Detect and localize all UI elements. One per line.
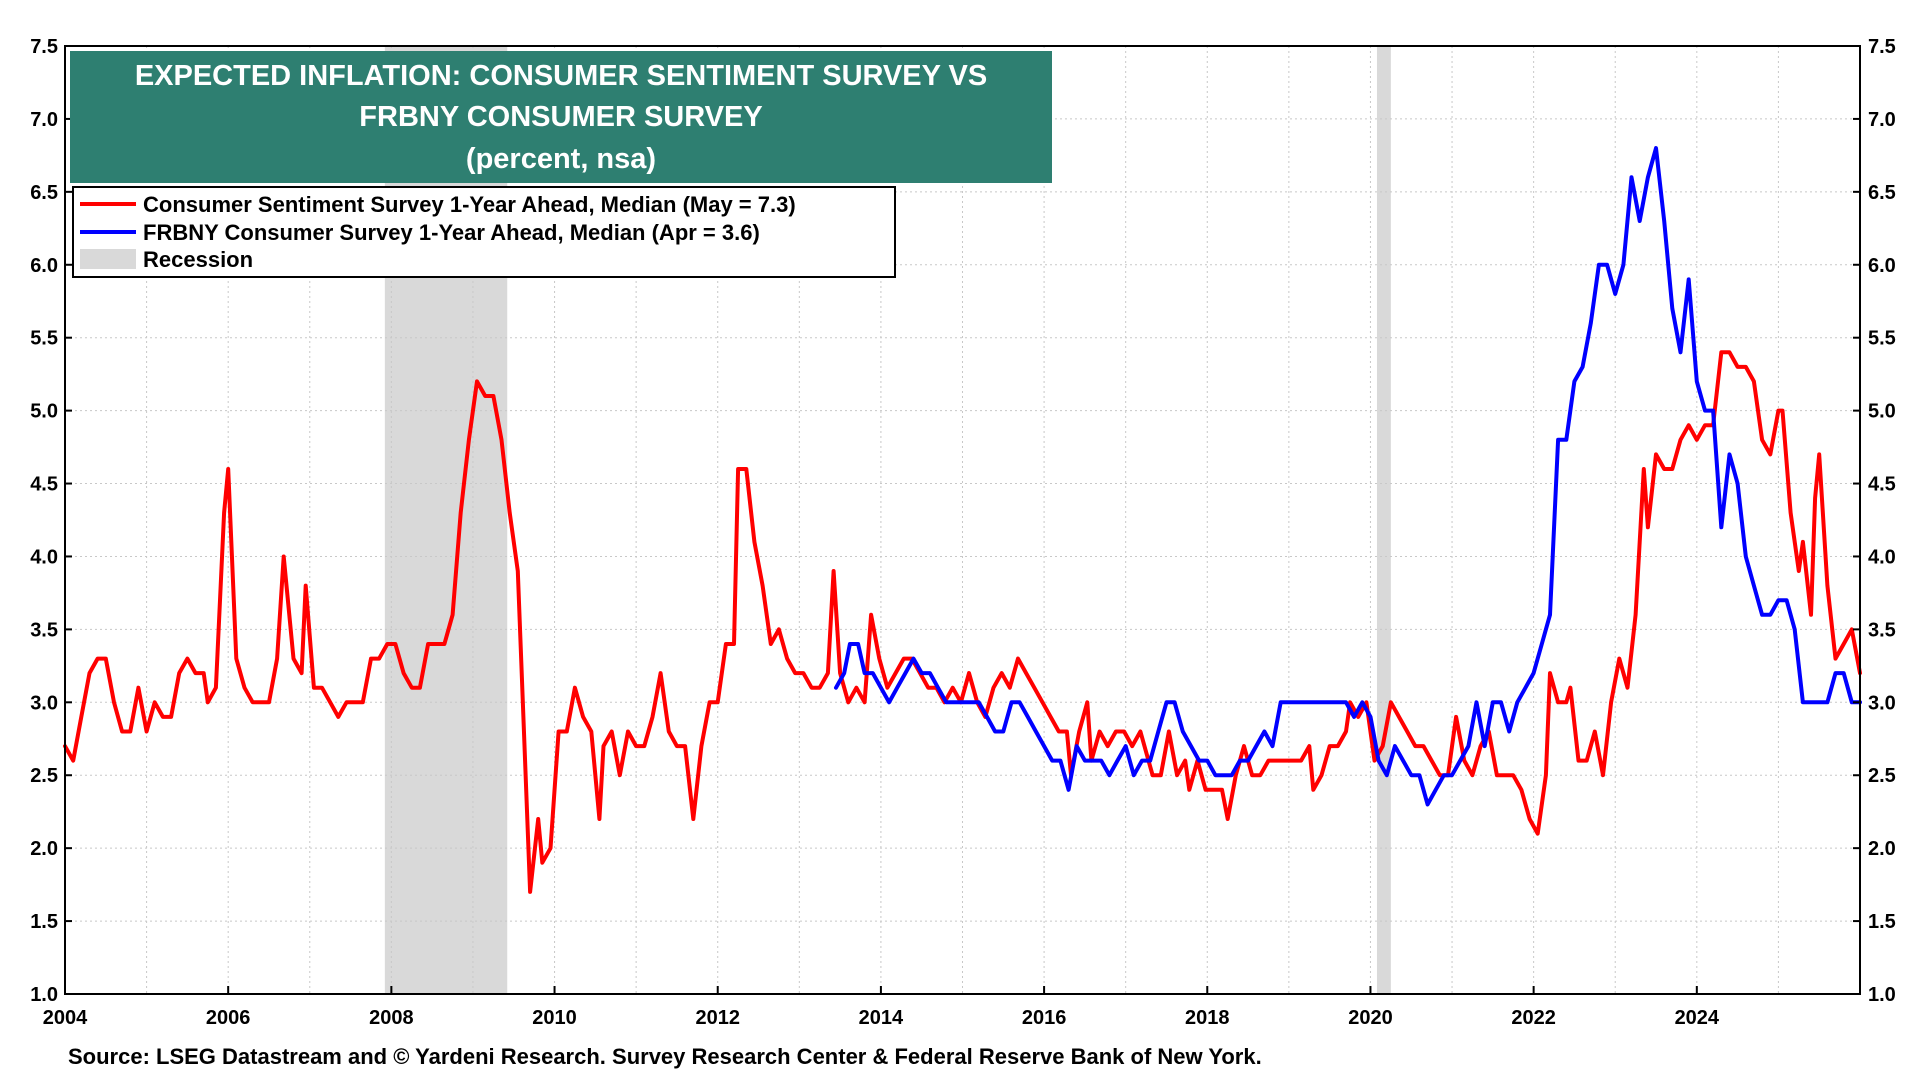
y-tick-label-right: 5.0 bbox=[1868, 401, 1896, 423]
x-tick-label: 2008 bbox=[369, 1007, 414, 1029]
y-tick-label-right: 1.5 bbox=[1868, 911, 1896, 933]
title-box: EXPECTED INFLATION: CONSUMER SENTIMENT S… bbox=[70, 51, 1052, 183]
y-tick-label-right: 4.5 bbox=[1868, 474, 1896, 496]
y-tick-label-left: 2.0 bbox=[30, 838, 58, 860]
y-tick-label-right: 4.0 bbox=[1868, 546, 1896, 568]
x-tick-label: 2024 bbox=[1675, 1007, 1720, 1029]
y-tick-label-right: 5.5 bbox=[1868, 328, 1896, 350]
y-tick-label-right: 6.0 bbox=[1868, 255, 1896, 277]
y-tick-label-left: 5.5 bbox=[30, 328, 58, 350]
x-tick-label: 2006 bbox=[206, 1007, 251, 1029]
series-line-frbny bbox=[834, 146, 1862, 807]
chart-title-line2: FRBNY CONSUMER SURVEY bbox=[359, 101, 762, 133]
y-tick-label-left: 4.0 bbox=[30, 546, 58, 568]
legend: Consumer Sentiment Survey 1-Year Ahead, … bbox=[72, 186, 896, 278]
source-note: Source: LSEG Datastream and © Yardeni Re… bbox=[68, 1044, 1262, 1069]
y-axis-left-ticks: 1.0 1.5 2.0 2.5 3.0 3.5 4.0 4.5 5.0 5.5 6.0 6.5 7.0 7… bbox=[30, 36, 72, 1006]
series-lines bbox=[63, 146, 1862, 894]
y-tick-label-right: 2.5 bbox=[1868, 765, 1896, 787]
y-tick-label-right: 7.0 bbox=[1868, 109, 1896, 131]
plot-frame bbox=[64, 45, 1861, 995]
chart-title: EXPECTED INFLATION: CONSUMER SENTIMENT S… bbox=[135, 60, 987, 92]
y-tick-label-left: 5.0 bbox=[30, 401, 58, 423]
y-tick-label-right: 2.0 bbox=[1868, 838, 1896, 860]
legend-label-consumer-sentiment: Consumer Sentiment Survey 1-Year Ahead, … bbox=[143, 192, 796, 217]
y-tick-label-left: 1.0 bbox=[30, 984, 58, 1006]
x-tick-label: 2016 bbox=[1022, 1007, 1067, 1029]
y-tick-label-right: 1.0 bbox=[1868, 984, 1896, 1006]
y-tick-label-left: 6.0 bbox=[30, 255, 58, 277]
x-tick-label: 2020 bbox=[1348, 1007, 1393, 1029]
x-tick-label: 2004 bbox=[43, 1007, 88, 1029]
legend-label-frbny: FRBNY Consumer Survey 1-Year Ahead, Medi… bbox=[143, 220, 760, 245]
y-tick-label-left: 7.5 bbox=[30, 36, 58, 58]
x-tick-label: 2014 bbox=[859, 1007, 904, 1029]
y-tick-label-left: 3.0 bbox=[30, 692, 58, 714]
y-tick-label-right: 3.5 bbox=[1868, 619, 1896, 641]
y-tick-label-right: 3.0 bbox=[1868, 692, 1896, 714]
x-tick-label: 2010 bbox=[532, 1007, 577, 1029]
y-tick-label-right: 6.5 bbox=[1868, 182, 1896, 204]
y-tick-label-right: 7.5 bbox=[1868, 36, 1896, 58]
legend-label-recession: Recession bbox=[143, 247, 253, 272]
recession-band-2 bbox=[1376, 46, 1391, 994]
y-tick-label-left: 3.5 bbox=[30, 619, 58, 641]
axes bbox=[64, 45, 1861, 995]
y-tick-label-left: 6.5 bbox=[30, 182, 58, 204]
x-tick-label: 2022 bbox=[1511, 1007, 1556, 1029]
x-tick-label: 2012 bbox=[695, 1007, 740, 1029]
y-axis-right-ticks: 1.0 1.5 2.0 2.5 3.0 3.5 4.0 4.5 5.0 5.5 6.0 6.5 7.0 7… bbox=[1853, 36, 1896, 1006]
y-tick-label-left: 1.5 bbox=[30, 911, 58, 933]
y-tick-label-left: 4.5 bbox=[30, 474, 58, 496]
x-axis-ticks: 2004 2006 2008 2010 2012 2014 2016 2018 2020 2022… bbox=[43, 986, 1720, 1029]
x-tick-label: 2018 bbox=[1185, 1007, 1230, 1029]
chart-subtitle: (percent, nsa) bbox=[466, 143, 656, 175]
legend-swatch-recession bbox=[80, 249, 136, 269]
y-tick-label-left: 2.5 bbox=[30, 765, 58, 787]
y-tick-label-left: 7.0 bbox=[30, 109, 58, 131]
